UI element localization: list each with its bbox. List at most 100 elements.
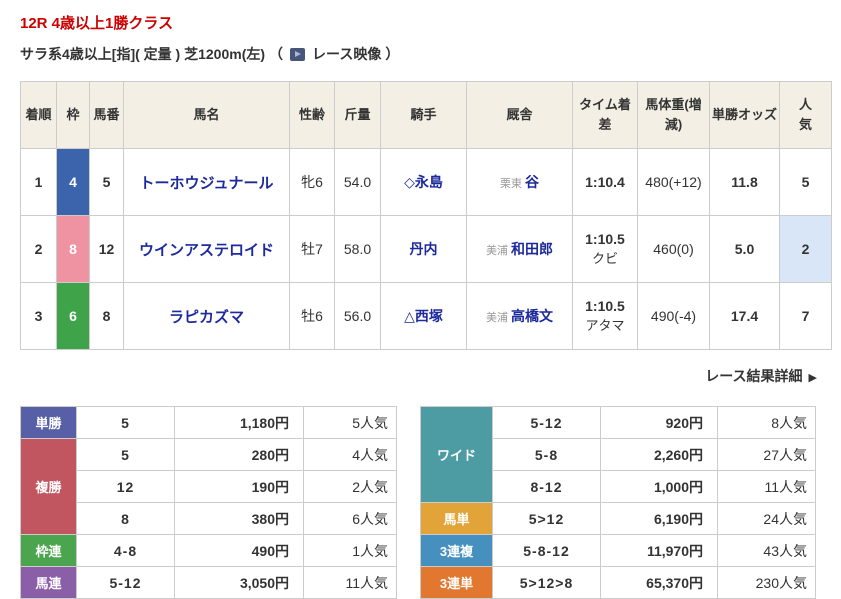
trio-payout: 11,970円 (600, 534, 718, 567)
race-video-link[interactable]: レース映像 (312, 46, 382, 62)
place-payout: 190円 (174, 470, 304, 503)
popularity: 7 (779, 282, 832, 350)
payout-row-wide-3: 8-12 1,000円 11人気 (421, 470, 816, 503)
bet-type-win: 単勝 (20, 406, 77, 439)
place-payout: 380円 (174, 502, 304, 535)
bet-type-wide: ワイド (420, 406, 493, 503)
race-conditions-text: サラ系4歳以上[指]( 定量 ) 芝1200m(左) (20, 46, 266, 62)
detail-link-row: レース結果詳細 ▶ (20, 366, 831, 386)
trainer-link[interactable]: 高橋文 (511, 308, 553, 324)
finish-position: 3 (20, 282, 57, 350)
bet-type-place: 複勝 (20, 438, 77, 535)
col-header-horse-number: 馬番 (89, 81, 124, 149)
wide-combo: 5-8 (492, 438, 601, 471)
jockey-link[interactable]: 丹内 (409, 241, 438, 257)
col-header-popularity: 人気 (779, 81, 832, 149)
place-combo: 5 (76, 438, 175, 471)
exacta-combo: 5>12 (492, 502, 601, 535)
jockey-link[interactable]: △西塚 (404, 308, 443, 324)
win-odds: 5.0 (709, 215, 780, 283)
stable-area-label: 美浦 (486, 245, 508, 257)
finish-time: 1:10.5 (585, 231, 625, 248)
payout-row-wide-2: 5-8 2,260円 27人気 (421, 438, 816, 471)
place-combo: 8 (76, 502, 175, 535)
col-header-carried-weight: 斤量 (334, 81, 381, 149)
result-row-2: 2 8 12 ウインアステロイド 牡7 58.0 丹内 美浦 和田郎 1:10.5… (20, 215, 832, 283)
race-result-detail-link[interactable]: レース結果詳細 ▶ (705, 368, 817, 384)
wide-combo: 5-12 (492, 406, 601, 439)
wide-combo: 8-12 (492, 470, 601, 503)
payout-row-place-3: 8 380円 6人気 (21, 502, 397, 535)
stable-cell: 栗東谷 (466, 148, 573, 216)
payout-row-wide-1: ワイド 5-12 920円 8人気 (420, 406, 816, 503)
jockey-cell: △西塚 (380, 282, 467, 350)
carried-weight: 54.0 (334, 148, 381, 216)
jockey-cell: 丹内 (380, 215, 467, 283)
col-header-time-margin: タイム着差 (572, 81, 638, 149)
horse-number: 8 (89, 282, 124, 350)
wide-popularity: 11人気 (717, 470, 816, 503)
payout-row-bracket-quinella: 枠連 4-8 490円 1人気 (20, 534, 397, 567)
horse-name-cell: ラピカズマ (123, 282, 290, 350)
body-weight: 460(0) (637, 215, 710, 283)
sex-age: 牡7 (289, 215, 335, 283)
bracket-quinella-payout: 490円 (174, 534, 304, 567)
payout-table-right: ワイド 5-12 920円 8人気 5-8 2,260円 27人気 8-12 1… (420, 406, 816, 599)
win-payout: 1,180円 (174, 406, 304, 439)
popularity: 2 (779, 215, 832, 283)
right-arrow-icon: ▶ (808, 372, 817, 384)
stable-cell: 美浦 和田郎 (466, 215, 573, 283)
payout-row-place-1: 複勝 5 280円 4人気 (20, 438, 397, 535)
payout-row-win: 単勝 5 1,180円 5人気 (20, 406, 397, 439)
trainer-link[interactable]: 谷 (525, 174, 539, 190)
col-header-jockey: 騎手 (380, 81, 467, 149)
jockey-link[interactable]: ◇永島 (404, 174, 443, 190)
horse-name-cell: トーホウジュナール (123, 148, 290, 216)
bracket-quinella-popularity: 1人気 (303, 534, 397, 567)
stable-area-label: 栗東 (500, 178, 522, 190)
win-popularity: 5人気 (303, 406, 397, 439)
payout-row-trio: 3連複 5-8-12 11,970円 43人気 (420, 534, 816, 567)
col-header-stable: 厩舎 (466, 81, 573, 149)
margin: クビ (591, 250, 618, 266)
finish-time: 1:10.4 (585, 173, 625, 190)
time-margin-cell: 1:10.5 クビ (572, 215, 638, 283)
bet-type-bracket-quinella: 枠連 (20, 534, 77, 567)
finish-time: 1:10.5 (585, 298, 625, 315)
wide-payout: 1,000円 (600, 470, 718, 503)
place-popularity: 6人気 (303, 502, 397, 535)
carried-weight: 58.0 (334, 215, 381, 283)
col-header-finish-position: 着順 (20, 81, 57, 149)
payout-section: 単勝 5 1,180円 5人気 複勝 5 280円 4人気 12 190円 2人… (20, 406, 831, 599)
paren-open: （ (269, 46, 284, 62)
wide-payout: 920円 (600, 406, 718, 439)
place-combo: 12 (76, 470, 175, 503)
win-odds: 17.4 (709, 282, 780, 350)
jockey-cell: ◇永島 (380, 148, 467, 216)
place-popularity: 4人気 (303, 438, 397, 471)
body-weight: 480(+12) (637, 148, 710, 216)
horse-name-link[interactable]: ラピカズマ (168, 308, 244, 326)
trio-combo: 5-8-12 (492, 534, 601, 567)
horse-name-link[interactable]: トーホウジュナール (139, 174, 274, 192)
bet-type-exacta: 馬単 (420, 502, 493, 535)
win-odds: 11.8 (709, 148, 780, 216)
race-results-table: 着順 枠 馬番 馬名 性齢 斤量 騎手 厩舎 タイム着差 馬体重(増減) 単勝オ… (20, 81, 832, 350)
video-play-icon[interactable] (290, 47, 306, 61)
bracket-quinella-combo: 4-8 (76, 534, 175, 567)
col-header-bracket: 枠 (56, 81, 90, 149)
bracket-number: 8 (56, 215, 90, 283)
sex-age: 牝6 (289, 148, 335, 216)
result-row-3: 3 6 8 ラピカズマ 牡6 56.0 △西塚 美浦 高橋文 1:10.5 アタマ … (20, 282, 832, 350)
race-title: 12R 4歳以上1勝クラス (20, 15, 174, 32)
popularity: 5 (779, 148, 832, 216)
horse-number: 12 (89, 215, 124, 283)
col-header-sex-age: 性齢 (289, 81, 335, 149)
col-header-win-odds: 単勝オッズ (709, 81, 780, 149)
finish-position: 1 (20, 148, 57, 216)
paren-close: ） (385, 46, 400, 62)
horse-name-link[interactable]: ウインアステロイド (138, 241, 274, 259)
col-header-horse-name: 馬名 (123, 81, 290, 149)
trainer-link[interactable]: 和田郎 (511, 241, 553, 257)
